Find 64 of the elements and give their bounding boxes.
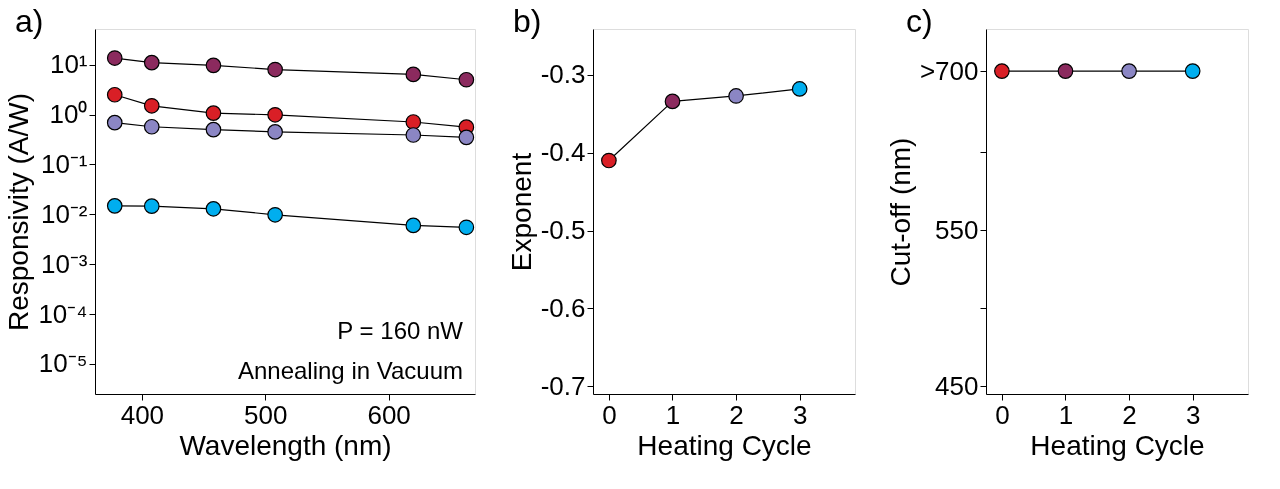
point: [267, 206, 283, 223]
point: [205, 105, 222, 121]
point: [601, 152, 617, 169]
y-tick-label: -0.3: [540, 59, 586, 90]
point: [458, 71, 475, 88]
point: [205, 121, 222, 138]
y-tick-label: 550: [935, 214, 979, 245]
annotation: Annealing in Vacuum: [237, 357, 463, 384]
x-axis-title: Heating Cycle: [1030, 429, 1205, 461]
x-tick-label: 400: [120, 399, 165, 430]
y-tick-label: -0.6: [540, 292, 586, 323]
y-axis-title: Responsivity (A/W): [3, 92, 35, 332]
point: [205, 200, 222, 217]
y-axis-title: Cut-off (nm): [884, 137, 916, 287]
point: [106, 50, 123, 66]
x-tick-label: 600: [367, 399, 411, 430]
y-tick-label: -0.5: [540, 215, 586, 246]
y-tick-label: 10⁻¹: [40, 148, 88, 179]
point: [143, 118, 160, 135]
x-tick-label: 1: [1058, 399, 1074, 430]
x-tick-label: 3: [1185, 399, 1201, 430]
y-tick-label: 10⁰: [49, 99, 88, 130]
y-tick-label: 10⁻⁵: [38, 348, 88, 379]
point: [458, 129, 475, 146]
point: [267, 61, 283, 78]
y-tick-label: 450: [935, 370, 979, 401]
annotation: P = 160 nW: [337, 317, 464, 344]
point: [143, 97, 160, 114]
point: [205, 57, 222, 74]
chart-title: c): [906, 3, 933, 39]
point: [106, 114, 123, 131]
x-axis-title: Wavelength (nm): [179, 429, 392, 461]
point: [405, 127, 422, 143]
x-tick-label: 3: [792, 399, 808, 430]
x-tick-label: 2: [1122, 399, 1137, 430]
chart-title: b): [513, 3, 542, 39]
y-tick-label: -0.4: [540, 137, 586, 168]
point: [143, 198, 160, 214]
point: [267, 106, 283, 123]
point: [405, 217, 422, 234]
y-tick-label: -0.7: [540, 370, 586, 401]
y-tick-label: 10⁻⁴: [38, 298, 88, 329]
point: [791, 81, 808, 97]
x-tick-label: 0: [602, 399, 617, 430]
x-tick-label: 1: [665, 399, 681, 430]
point: [664, 93, 681, 110]
point: [405, 66, 422, 83]
x-tick-label: 0: [995, 399, 1010, 430]
point: [405, 114, 422, 130]
chart-title: a): [15, 3, 44, 39]
y-tick-label: 10⁻³: [40, 248, 88, 279]
x-tick-label: 500: [244, 399, 288, 430]
point: [458, 219, 475, 236]
y-tick-label: >700: [919, 55, 979, 86]
y-axis-title: Exponent: [505, 152, 537, 272]
point: [106, 86, 123, 103]
point: [106, 198, 123, 214]
y-tick-label: 10¹: [49, 49, 88, 80]
x-axis-title: Heating Cycle: [637, 429, 812, 461]
point: [728, 88, 744, 104]
point: [143, 54, 160, 71]
x-tick-label: 2: [729, 399, 744, 430]
y-tick-label: 10⁻²: [40, 198, 88, 229]
point: [267, 124, 283, 140]
